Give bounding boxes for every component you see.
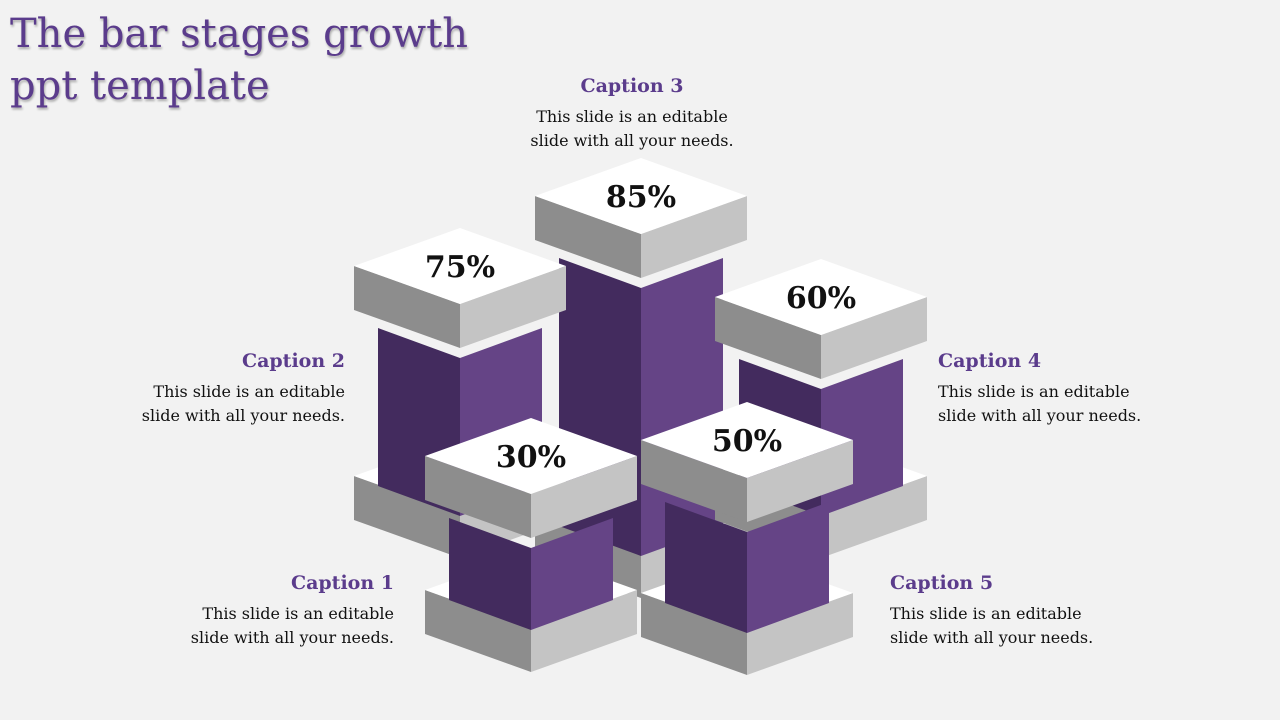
cap-slab-right-face bbox=[747, 440, 853, 522]
caption-title: Caption 2 bbox=[241, 350, 345, 372]
stage-value-label: 75% bbox=[425, 250, 495, 285]
caption-body: This slide is an editable slide with all… bbox=[530, 107, 734, 150]
cap-slab-left-face bbox=[715, 297, 821, 379]
stage-bar-1: 30% bbox=[425, 418, 637, 672]
caption-title: Caption 4 bbox=[938, 350, 1042, 372]
stage-value-label: 85% bbox=[606, 180, 676, 215]
caption-body: This slide is an editable slide with all… bbox=[938, 382, 1142, 425]
stage-bar-5: 50% bbox=[641, 402, 853, 675]
base-slab-right-face bbox=[821, 476, 927, 558]
caption-body: This slide is an editable slide with all… bbox=[141, 382, 345, 425]
stage-value-label: 30% bbox=[496, 440, 566, 475]
caption-title: Caption 5 bbox=[890, 572, 994, 594]
cap-slab-left-face bbox=[354, 266, 460, 348]
caption-block-3: Caption 3 This slide is an editable slid… bbox=[517, 73, 747, 153]
cap-slab-right-face bbox=[460, 266, 566, 348]
caption-title: Caption 1 bbox=[290, 572, 394, 594]
cap-slab-top-face bbox=[641, 402, 853, 478]
base-slab-left-face bbox=[425, 590, 531, 672]
cap-slab-right-face bbox=[531, 456, 637, 538]
caption-body: This slide is an editable slide with all… bbox=[890, 604, 1094, 647]
cap-slab-right-face bbox=[821, 297, 927, 379]
base-slab-left-face bbox=[354, 476, 460, 558]
cap-slab-left-face bbox=[425, 456, 531, 538]
slide-title: The bar stages growth ppt template bbox=[10, 11, 468, 109]
column-right-face bbox=[747, 502, 829, 633]
caption-block-4: Caption 4 This slide is an editable slid… bbox=[938, 348, 1168, 428]
caption-title: Caption 3 bbox=[580, 75, 684, 97]
caption-block-2: Caption 2 This slide is an editable slid… bbox=[115, 348, 345, 428]
cap-slab-top-face bbox=[535, 158, 747, 234]
cap-slab-top-face bbox=[354, 228, 566, 304]
base-slab-right-face bbox=[531, 590, 637, 672]
column-right-face bbox=[531, 518, 613, 630]
caption-body: This slide is an editable slide with all… bbox=[190, 604, 394, 647]
caption-block-5: Caption 5 This slide is an editable slid… bbox=[890, 570, 1120, 650]
column-left-face bbox=[449, 518, 531, 630]
column-left-face bbox=[665, 502, 747, 633]
base-slab-right-face bbox=[747, 593, 853, 675]
caption-block-1: Caption 1 This slide is an editable slid… bbox=[164, 570, 394, 650]
stage-value-label: 50% bbox=[712, 424, 782, 459]
cap-slab-top-face bbox=[715, 259, 927, 335]
base-slab-left-face bbox=[641, 593, 747, 675]
cap-slab-right-face bbox=[641, 196, 747, 278]
stage-value-label: 60% bbox=[786, 281, 856, 316]
cap-slab-top-face bbox=[425, 418, 637, 494]
cap-slab-left-face bbox=[535, 196, 641, 278]
cap-slab-left-face bbox=[641, 440, 747, 522]
